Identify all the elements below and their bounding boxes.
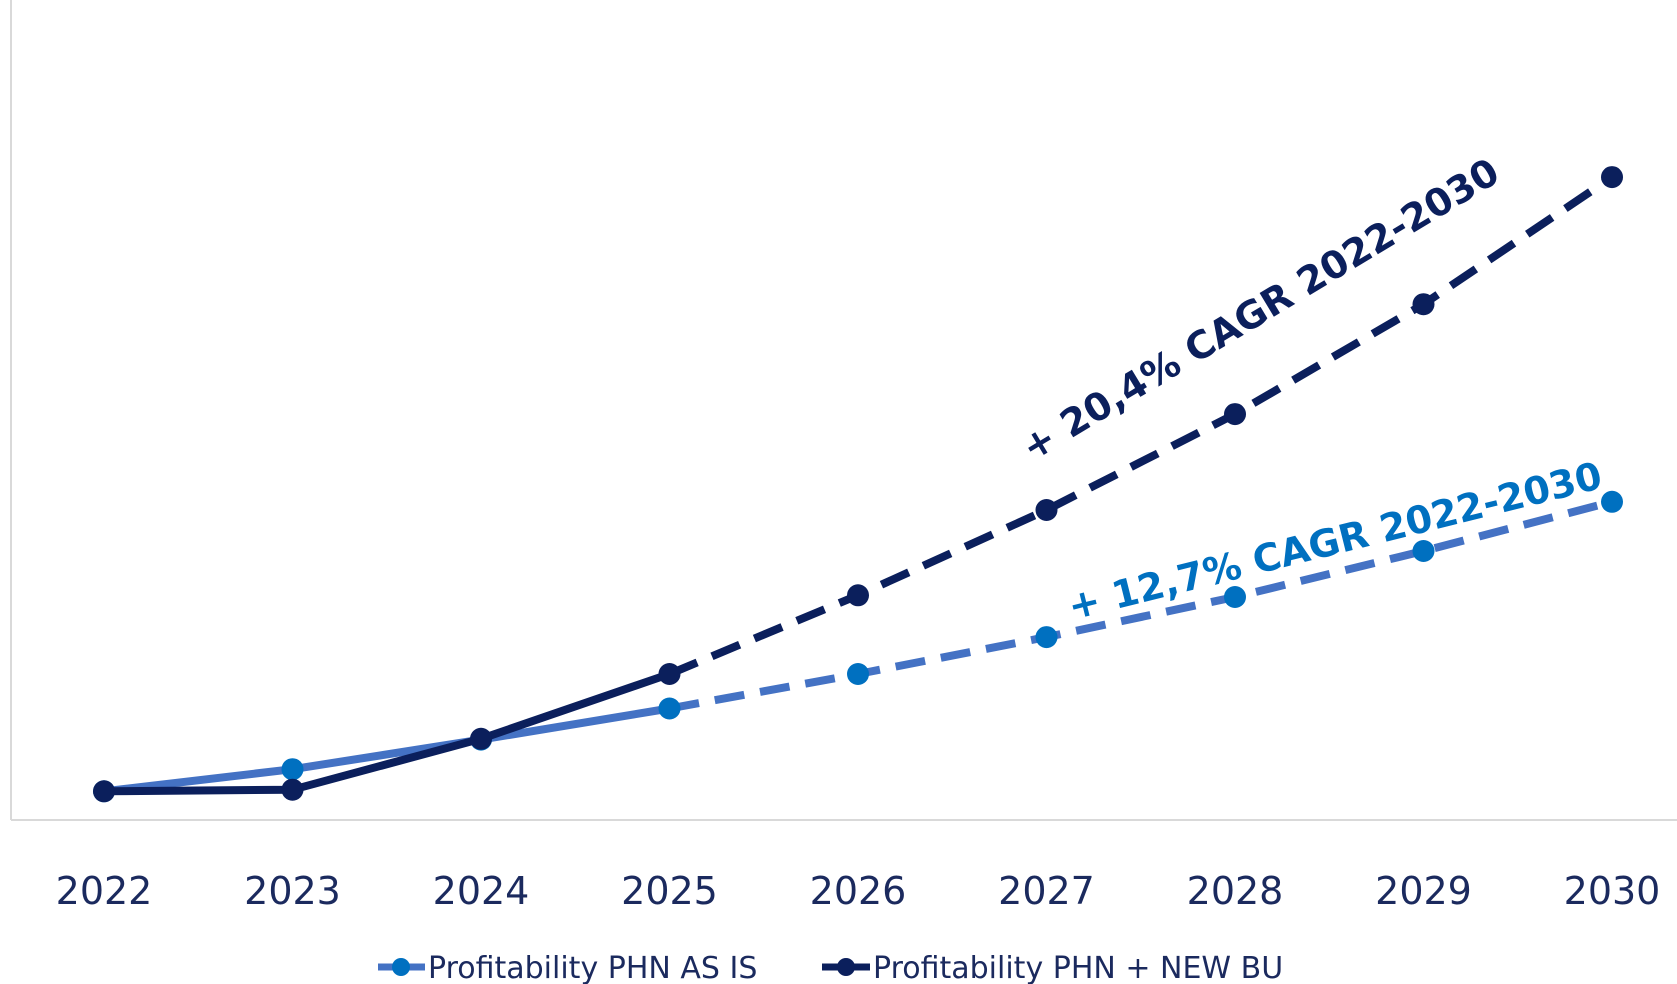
x-tick-label: 2030 — [1564, 869, 1661, 913]
data-point-new-bu-2028 — [1224, 403, 1246, 426]
x-tick-label: 2026 — [810, 869, 907, 913]
legend-item-new-bu: Profitability PHN + NEW BU — [822, 951, 1283, 984]
data-point-as-is-2029 — [1412, 540, 1435, 562]
data-point-new-bu-2029 — [1412, 293, 1435, 316]
legend-label-new-bu: Profitability PHN + NEW BU — [873, 951, 1283, 984]
x-tick-labels: 2022 2023 2024 2025 2026 2027 2028 2029 2030 — [56, 869, 1661, 913]
x-tick-label: 2027 — [998, 869, 1095, 913]
x-tick-label: 2023 — [244, 869, 341, 913]
x-tick-label: 2025 — [621, 869, 718, 913]
series-line-forecast-as-is — [668, 497, 1614, 713]
data-point-new-bu-2024 — [470, 727, 492, 750]
series-line-forecast-new-bu — [667, 173, 1615, 678]
data-point-new-bu-2023 — [281, 778, 304, 801]
series-profitability-new-bu — [93, 166, 1623, 803]
legend: Profitability PHN AS IS Profitability PH… — [378, 951, 1283, 984]
data-point-new-bu-2027 — [1035, 499, 1058, 521]
data-point-as-is-2026 — [847, 663, 869, 685]
data-point-new-bu-2025 — [658, 663, 681, 685]
data-point-as-is-2025 — [658, 697, 681, 720]
axes — [10, 0, 1677, 821]
data-point-new-bu-2022 — [93, 780, 115, 803]
x-tick-label: 2029 — [1375, 869, 1472, 913]
cagr-annotations: + 20,4% CAGR 2022-2030 + 12,7% CAGR 2022… — [1014, 150, 1606, 629]
data-point-new-bu-2030 — [1601, 166, 1623, 189]
legend-item-as-is: Profitability PHN AS IS — [378, 951, 757, 984]
x-tick-label: 2022 — [56, 869, 153, 913]
legend-marker-as-is — [392, 958, 410, 976]
x-tick-label: 2028 — [1187, 869, 1284, 913]
legend-label-as-is: Profitability PHN AS IS — [428, 951, 757, 984]
legend-marker-new-bu — [837, 958, 855, 976]
data-point-new-bu-2026 — [847, 584, 869, 607]
data-point-as-is-2023 — [281, 758, 304, 781]
data-point-as-is-2028 — [1224, 586, 1246, 608]
x-tick-label: 2024 — [433, 869, 530, 913]
cagr-annotation-as-is: + 12,7% CAGR 2022-2030 — [1064, 453, 1607, 628]
series-line-actual-new-bu — [100, 670, 674, 796]
data-point-as-is-2027 — [1035, 626, 1058, 649]
data-point-as-is-2030 — [1601, 490, 1623, 513]
series-line-actual-as-is — [100, 704, 674, 796]
